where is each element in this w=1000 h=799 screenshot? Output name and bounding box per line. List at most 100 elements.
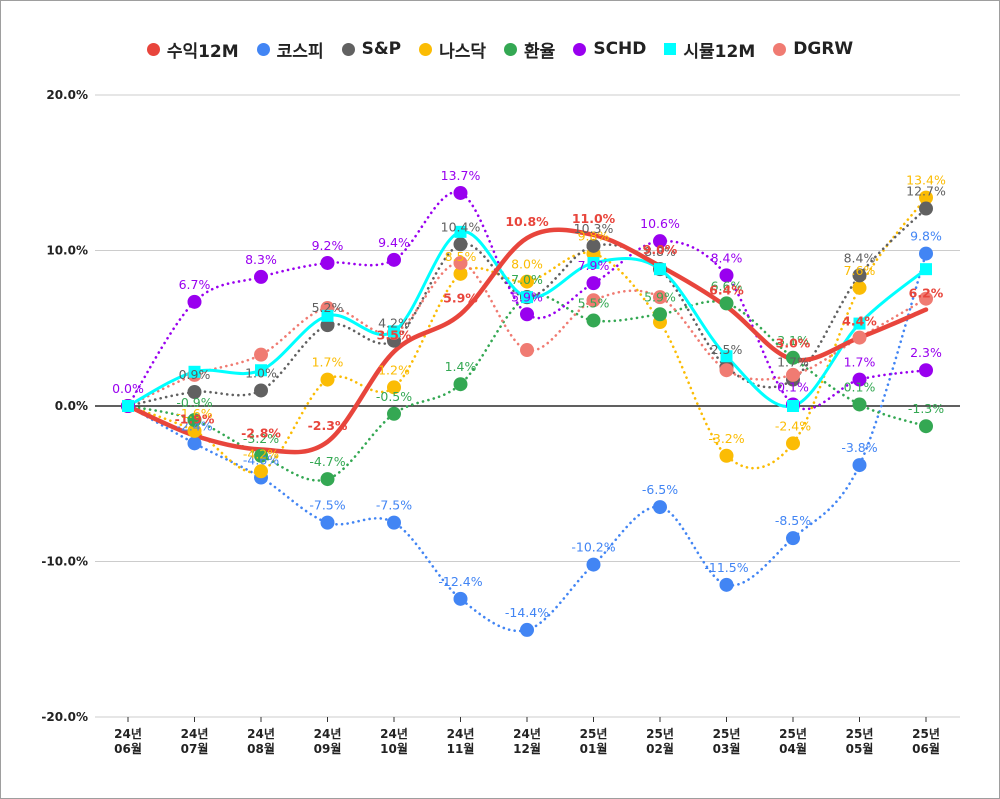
- series-point: [453, 266, 468, 281]
- legend-swatch: [341, 42, 355, 56]
- data-label: -2.4%: [176, 418, 212, 433]
- series-point: [787, 400, 799, 412]
- series-point: [720, 350, 733, 363]
- data-label: 1.7%: [777, 355, 809, 370]
- data-label: -7.5%: [309, 498, 345, 513]
- legend-item: 코스피: [256, 37, 324, 62]
- series-point: [786, 436, 800, 451]
- series-point: [187, 412, 202, 427]
- series-point: [919, 363, 933, 378]
- x-tick-label-year: 24년: [181, 727, 209, 741]
- series-point: [388, 325, 400, 338]
- data-label: 11.0%: [572, 211, 616, 226]
- x-tick-label-year: 24년: [513, 727, 541, 741]
- series-point: [321, 309, 334, 322]
- series-point: [520, 307, 534, 322]
- series-point: [254, 464, 268, 479]
- x-tick-label-month: 11월: [447, 741, 475, 756]
- series-point: [653, 307, 667, 322]
- data-label: -6.5%: [642, 482, 678, 497]
- x-tick-label-month: 12월: [513, 741, 541, 756]
- series-point: [852, 268, 867, 283]
- series-point: [520, 622, 534, 637]
- data-label: 1.7%: [312, 355, 344, 370]
- series-point: [853, 317, 866, 330]
- series-point: [320, 515, 335, 530]
- data-label: -2.8%: [241, 426, 281, 441]
- data-label: 5.9%: [511, 289, 543, 304]
- data-label: -12.4%: [438, 574, 482, 589]
- legend-item: SCHD: [573, 39, 646, 59]
- legend-item: 수익12M: [146, 37, 239, 62]
- data-label: 1.4%: [445, 359, 477, 374]
- data-label: -3.2%: [243, 431, 279, 446]
- data-label: -3.8%: [841, 440, 877, 455]
- legend-swatch: [146, 42, 160, 56]
- data-label: -8.5%: [775, 513, 811, 528]
- data-label: 10.8%: [505, 214, 549, 229]
- data-label: 2.5%: [711, 342, 743, 357]
- data-label: 5.9%: [443, 290, 478, 305]
- legend-label: 시뮬12M: [683, 41, 756, 62]
- data-label: 1.0%: [245, 365, 277, 380]
- data-label: 9.4%: [378, 235, 410, 250]
- data-label: -4.7%: [309, 454, 345, 469]
- x-tick-label-month: 05월: [846, 741, 874, 756]
- legend-item: DGRW: [773, 39, 853, 59]
- data-label: 9.0%: [643, 242, 678, 257]
- legend-swatch: [773, 42, 787, 56]
- series-point: [919, 246, 933, 261]
- series-point: [852, 330, 867, 345]
- data-label: 9.8%: [578, 229, 610, 244]
- series-point: [187, 294, 202, 309]
- data-label: 12.7%: [906, 184, 946, 199]
- legend-swatch: [504, 42, 518, 56]
- series-point: [187, 436, 202, 451]
- data-label: -1.3%: [908, 401, 944, 416]
- x-tick-label-year: 24년: [114, 727, 142, 741]
- data-label: -2.4%: [775, 418, 811, 433]
- y-tick-label: 0.0%: [55, 399, 88, 413]
- y-axis: 20.0% 10.0% 0.0% -10.0% -20.0%: [41, 88, 88, 724]
- gridlines: [95, 94, 960, 718]
- series-point: [187, 423, 202, 438]
- series-point: [653, 500, 667, 515]
- series-line: [126, 252, 928, 633]
- legend-swatch: [573, 42, 587, 56]
- series-point: [453, 185, 468, 200]
- x-tick-label-month: 10월: [380, 741, 408, 756]
- y-tick-label: 10.0%: [46, 244, 88, 258]
- data-labels: -2.4% -4.6% -7.5% -7.5% -12.4% -14.4% -10.2% -6…: [112, 168, 946, 620]
- series-point: [122, 400, 134, 412]
- series-point: [852, 280, 867, 295]
- data-label: -7.5%: [376, 498, 412, 513]
- data-label: -0.5%: [376, 389, 412, 404]
- series-point: [586, 313, 601, 328]
- data-label: 13.4%: [906, 173, 946, 188]
- series-point: [254, 383, 268, 398]
- series-point: [255, 364, 267, 377]
- data-label: 6.2%: [909, 286, 944, 301]
- data-label: -4.2%: [243, 446, 279, 461]
- x-tick-label-year: 25년: [713, 727, 741, 741]
- series-markers: [121, 185, 933, 637]
- x-tick-label-year: 25년: [580, 727, 608, 741]
- series-point: [719, 296, 734, 311]
- data-label: 7.9%: [578, 258, 610, 273]
- data-label: 7.6%: [844, 263, 876, 278]
- series-point: [453, 377, 468, 392]
- data-label: 7.0%: [511, 272, 543, 287]
- x-tick-label-year: 24년: [447, 727, 475, 741]
- x-axis: 24년06월24년07월24년08월24년09월24년10월24년11월24년1…: [114, 717, 940, 756]
- data-label: 9.8%: [910, 229, 942, 244]
- legend-label: 나스닥: [439, 41, 487, 62]
- legend-swatch: [419, 42, 433, 56]
- series-point: [453, 591, 468, 606]
- data-label: 8.5%: [445, 249, 477, 264]
- data-label: 5.5%: [578, 295, 610, 310]
- data-label: 10.6%: [640, 216, 680, 231]
- x-tick-label-year: 25년: [646, 727, 674, 741]
- series-point: [719, 363, 734, 378]
- legend-swatch: [256, 42, 270, 56]
- series-point: [586, 276, 601, 291]
